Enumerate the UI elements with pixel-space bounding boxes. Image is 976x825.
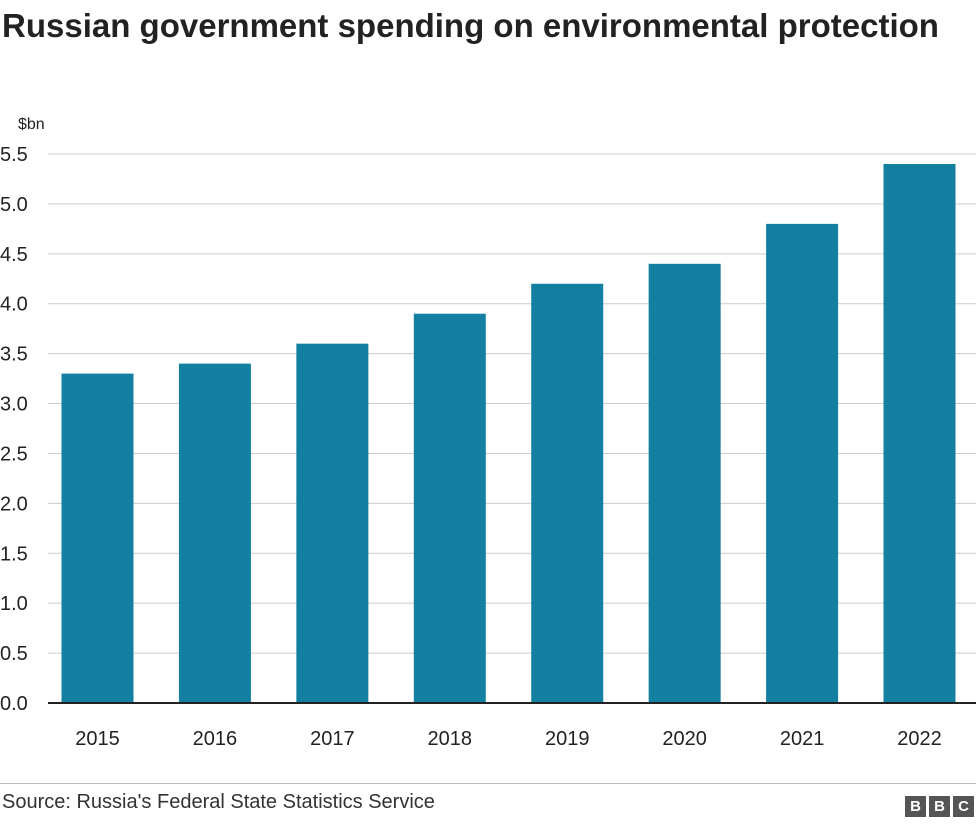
x-tick-label: 2016: [193, 728, 238, 750]
y-tick-label: 0.5: [0, 643, 28, 665]
source-note: Source: Russia's Federal State Statistic…: [2, 791, 435, 813]
y-unit-label: $bn: [18, 116, 45, 133]
y-tick-label: 3.5: [0, 344, 28, 366]
chart-title: Russian government spending on environme…: [2, 7, 939, 44]
y-tick-label: 0.0: [0, 693, 28, 715]
x-tick-label: 2020: [662, 728, 707, 750]
bar-2017: [296, 343, 369, 703]
y-tick-label: 5.5: [0, 144, 28, 166]
x-axis-tick-labels: 2015 2016 2017 2018 2019 2020 2021 2022: [75, 728, 942, 750]
bar-2022: [883, 163, 956, 703]
x-tick-label: 2018: [428, 728, 473, 750]
bar-2015: [61, 373, 134, 703]
footer-divider: [0, 783, 976, 784]
bbc-logo: B B C: [905, 796, 974, 817]
bbc-logo-b1: B: [905, 796, 926, 817]
y-tick-label: 1.0: [0, 593, 28, 615]
y-axis-tick-labels: 0.0 0.5 1.0 1.5 2.0 2.5 3.0 3.5 4.0 4.5 5.0 5.5: [0, 144, 28, 715]
bbc-logo-b2: B: [929, 796, 950, 817]
y-tick-label: 4.5: [0, 244, 28, 266]
y-tick-label: 4.0: [0, 294, 28, 316]
y-tick-label: 2.5: [0, 443, 28, 465]
y-tick-label: 1.5: [0, 543, 28, 565]
bar-chart: $bn 0.0 0.5 1.0 1.5 2.0 2.5 3.0 3.5 4.0 4.5 5.0 5.5…: [0, 116, 976, 750]
bar-2018: [413, 313, 486, 703]
x-tick-label: 2017: [310, 728, 355, 750]
bar-2016: [178, 363, 251, 703]
bar-2020: [648, 263, 721, 703]
y-tick-label: 2.0: [0, 493, 28, 515]
bbc-logo-c: C: [953, 796, 974, 817]
bar-2021: [766, 223, 839, 703]
y-tick-label: 5.0: [0, 194, 28, 216]
x-tick-label: 2015: [75, 728, 120, 750]
bars: [61, 163, 956, 703]
x-tick-label: 2021: [780, 728, 825, 750]
y-tick-label: 3.0: [0, 394, 28, 416]
x-tick-label: 2022: [897, 728, 942, 750]
bar-2019: [531, 283, 604, 703]
x-tick-label: 2019: [545, 728, 590, 750]
